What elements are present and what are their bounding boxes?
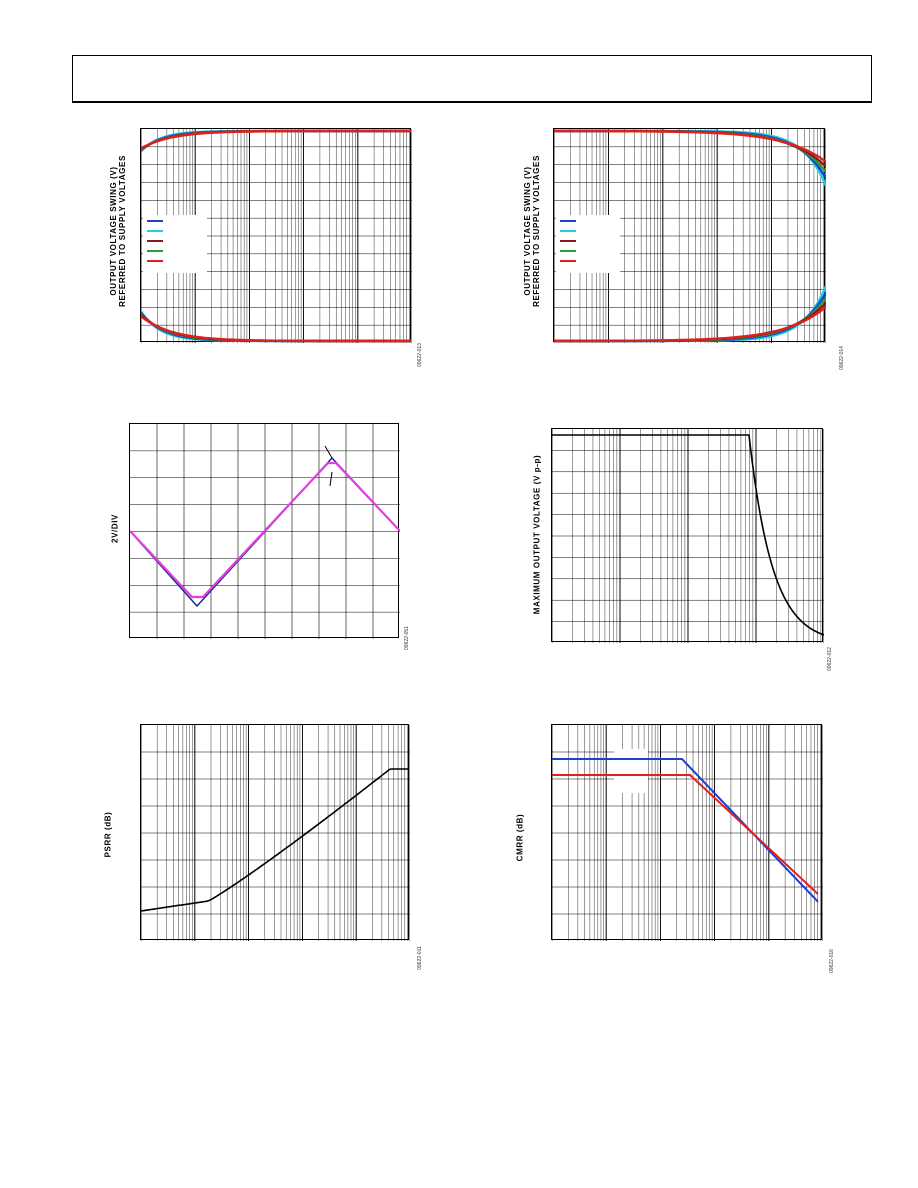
figure-id: 09622-012 [826, 647, 833, 671]
y-axis-label-line1: OUTPUT VOLTAGE SWING (V) [109, 166, 118, 296]
plot-area [551, 428, 824, 643]
plot-svg [552, 429, 824, 643]
plot-svg [552, 725, 823, 941]
series-line-upper [554, 129, 826, 180]
series-line-b [552, 774, 819, 895]
series-line-lower [554, 305, 826, 343]
y-axis-label-line2: REFERRED TO SUPPLY VOLTAGES [532, 155, 541, 307]
annotation-arrow [329, 471, 333, 487]
series-line-upper [554, 129, 826, 187]
y-axis-label: OUTPUT VOLTAGE SWING (V) REFERRED TO SUP… [109, 131, 127, 331]
series-line-a [552, 758, 819, 903]
y-axis-label: CMRR (dB) [515, 813, 525, 862]
figure-id: 09622-051 [403, 626, 410, 650]
y-axis-label: 2V/DIV [110, 514, 120, 543]
plot-area [140, 128, 412, 343]
series-line-lower [554, 291, 826, 343]
series-line-input [130, 461, 400, 599]
page-header-frame [72, 55, 872, 103]
annotation-arrow [324, 445, 333, 459]
figure-id: 09622-016 [828, 949, 835, 973]
legend-box [556, 215, 620, 273]
series-line-lower [554, 285, 826, 343]
plot-svg [130, 424, 400, 639]
series-line [552, 434, 824, 636]
series-line-upper [141, 129, 411, 150]
y-axis-label: OUTPUT VOLTAGE SWING (V) REFERRED TO SUP… [523, 131, 541, 331]
plot-area [129, 423, 400, 639]
y-axis-label: PSRR (dB) [103, 811, 113, 858]
figure-id: 09622-011 [416, 946, 423, 970]
series-line-upper [554, 129, 826, 163]
plot-area [140, 724, 410, 941]
legend-box [614, 749, 648, 793]
y-axis-label-line2: REFERRED TO SUPPLY VOLTAGES [118, 155, 127, 307]
figure-id: 09622-014 [838, 346, 845, 370]
series-line-lower [554, 301, 826, 343]
series-line-lower [141, 315, 411, 343]
figure-id: 09622-013 [416, 343, 423, 367]
y-axis-label: MAXIMUM OUTPUT VOLTAGE (V p-p) [532, 454, 542, 615]
series-line-lower [554, 297, 826, 343]
plot-svg [141, 725, 410, 941]
plot-svg [141, 129, 412, 343]
series-line-upper [554, 129, 826, 168]
plot-svg [554, 129, 826, 343]
y-axis-label-line1: OUTPUT VOLTAGE SWING (V) [523, 166, 532, 296]
series-line [141, 768, 409, 912]
legend-box [143, 215, 207, 273]
plot-area [551, 724, 823, 941]
series-line-upper [554, 129, 826, 174]
plot-area [553, 128, 826, 343]
